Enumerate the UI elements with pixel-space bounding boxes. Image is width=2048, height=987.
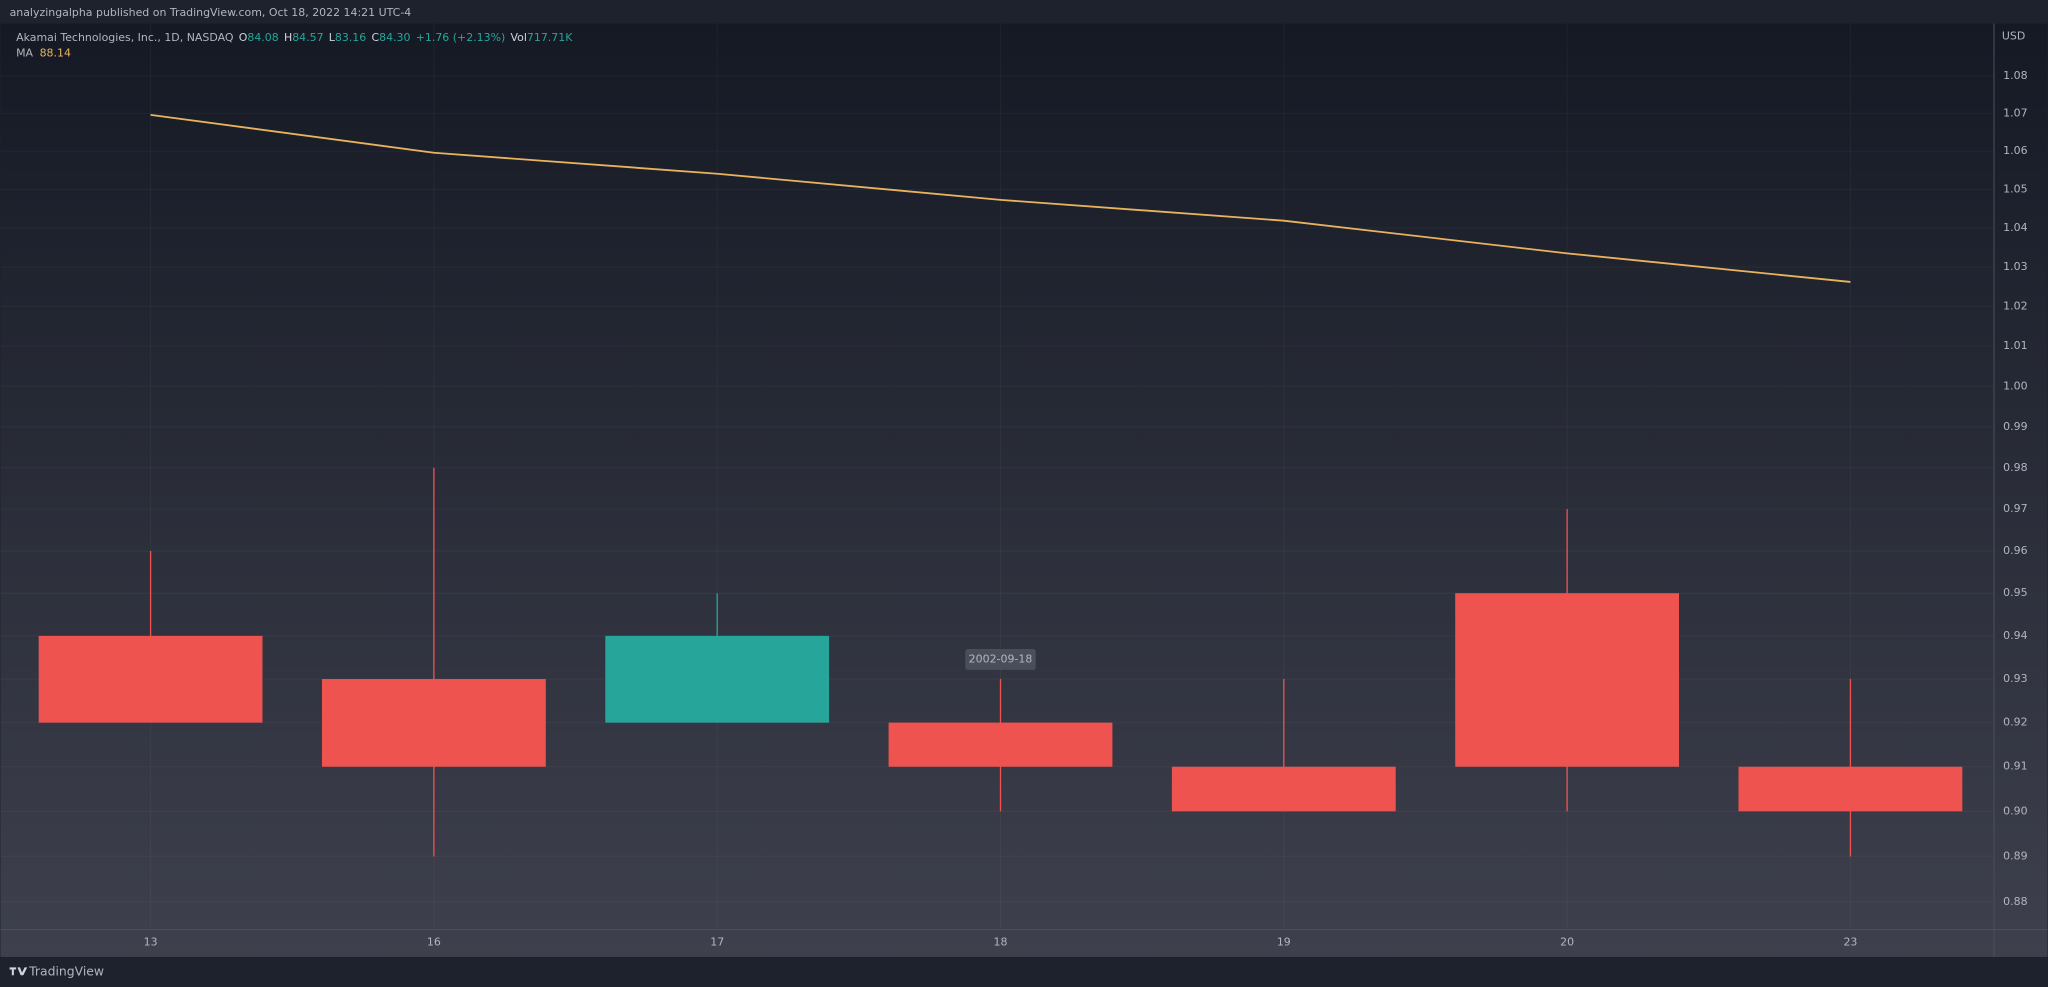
low-label: L [329, 31, 336, 44]
ma-value: 88.14 [40, 47, 71, 60]
candle-body [38, 635, 263, 723]
y-tick-label: 0.93 [2003, 672, 2027, 685]
y-tick-label: 1.04 [2003, 221, 2027, 234]
y-tick-label: 1.05 [2003, 182, 2027, 195]
y-tick-label: 1.08 [2003, 69, 2027, 82]
ma-legend: MA 88.14 [16, 47, 71, 60]
high-label: H [284, 31, 292, 44]
ma-line [150, 113, 1851, 283]
y-tick-label: 0.95 [2003, 586, 2027, 599]
candle-body [1171, 766, 1396, 812]
symbol: Akamai Technologies, Inc., 1D, NASDAQ [16, 31, 233, 44]
y-tick-label: 0.91 [2003, 760, 2027, 773]
y-tick-label: 1.07 [2003, 106, 2027, 119]
y-tick-label: 1.03 [2003, 260, 2027, 273]
y-tick-label: 0.88 [2003, 895, 2027, 908]
candle-body [1738, 766, 1963, 812]
open-value: 84.08 [247, 31, 278, 44]
x-tick-label: 18 [994, 936, 1008, 949]
candle-body [888, 722, 1113, 767]
candle-body [605, 635, 830, 723]
x-tick-label: 16 [427, 936, 441, 949]
y-tick-label: 0.90 [2003, 804, 2027, 817]
x-tick-label: 19 [1277, 936, 1291, 949]
y-tick-label: 0.97 [2003, 502, 2027, 515]
high-value: 84.57 [292, 31, 323, 44]
y-tick-label: 1.00 [2003, 379, 2027, 392]
brand-name: TradingView [28, 963, 104, 978]
y-tick-label: 0.94 [2003, 629, 2027, 642]
footer-bar [0, 956, 2048, 987]
low-value: 83.16 [335, 31, 366, 44]
y-tick-label: 1.02 [2003, 299, 2027, 312]
y-tick-label: 0.92 [2003, 716, 2027, 729]
y-tick-label: 1.01 [2003, 339, 2027, 352]
tooltip-box [965, 649, 1036, 670]
brand-logo [9, 967, 28, 976]
y-tick-label: 0.98 [2003, 461, 2027, 474]
close-label: C [371, 31, 379, 44]
y-tick-label: 1.06 [2003, 144, 2027, 157]
ma-label: MA [16, 47, 33, 60]
candle-body [321, 679, 546, 767]
x-tick-label: 23 [1843, 936, 1857, 949]
y-tick-label: 0.96 [2003, 544, 2027, 557]
y-tick-label: 0.99 [2003, 420, 2027, 433]
close-value: 84.30 [379, 31, 410, 44]
y-axis-unit: USD [2002, 30, 2025, 43]
x-tick-label: 17 [710, 936, 724, 949]
change-value: +1.76 (+2.13%) [416, 31, 506, 44]
x-tick-label: 20 [1560, 936, 1574, 949]
x-tick-label: 13 [144, 936, 158, 949]
legend-line: Akamai Technologies, Inc., 1D, NASDAQ O84… [16, 31, 573, 44]
open-label: O [239, 31, 248, 44]
chart-pane [0, 23, 2048, 957]
tooltip-text: 2002-09-18 [969, 652, 1033, 665]
published-note: analyzingalpha published on TradingView.… [10, 6, 412, 19]
candle-body [1455, 593, 1680, 767]
y-tick-label: 0.89 [2003, 849, 2027, 862]
volume-value: 717.71K [527, 31, 573, 44]
volume-label: Vol [511, 31, 527, 44]
